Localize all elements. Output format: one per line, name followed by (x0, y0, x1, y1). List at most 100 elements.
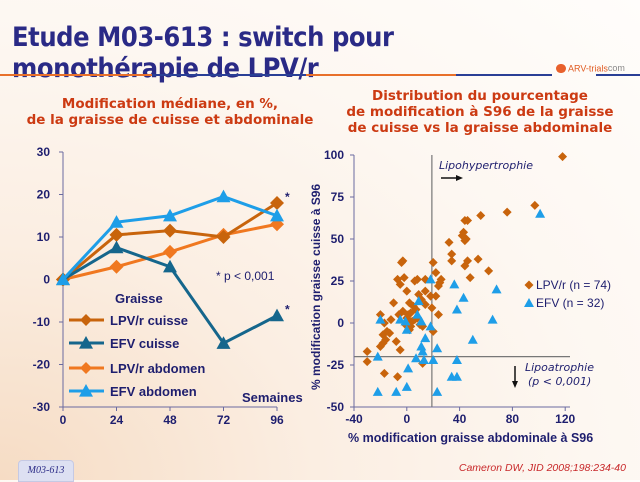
data-point (216, 189, 231, 203)
y-tick-label: 0 (337, 316, 344, 330)
study-badge: M03-613 (18, 460, 74, 482)
arv-trials-logo: ARV-trialscom (556, 63, 625, 74)
scatter-point (386, 315, 396, 325)
significance-star: * (285, 303, 290, 317)
scatter-point (558, 152, 568, 162)
scatter-point (491, 284, 502, 294)
scatter-point (436, 274, 446, 284)
x-tick-label: 72 (217, 413, 231, 427)
scatter-point (391, 386, 402, 396)
scatter-point (460, 236, 470, 246)
scatter-x-axis-label: % modification graisse abdominale à S96 (348, 431, 593, 445)
lipoatrophy-label: Lipoatrophie (525, 361, 594, 374)
scatter-point (372, 386, 383, 396)
x-tick-label: 0 (60, 413, 67, 427)
legend-label: LPV/r cuisse (110, 313, 188, 328)
data-point (163, 244, 177, 259)
data-point (270, 308, 284, 322)
data-point (109, 240, 124, 254)
line-chart-title-line-2: de la graisse de cuisse et abdominale (26, 112, 314, 128)
pill-icon (556, 64, 566, 74)
data-point (216, 230, 231, 244)
lipohypertrophy-label: Lipohypertrophie (439, 159, 533, 172)
scatter-point (484, 266, 494, 276)
series-lpv-r-cuisse: * (56, 190, 290, 287)
scatter-point (530, 200, 540, 210)
scatter-point (451, 304, 462, 314)
header-rule-blue-3 (596, 74, 640, 76)
y-tick-label: 25 (331, 274, 345, 288)
x-tick-label: 48 (163, 413, 177, 427)
scatter-point (362, 357, 372, 367)
scatter-point (412, 309, 423, 319)
scatter-point (401, 381, 412, 391)
y-tick-label: 100 (324, 148, 344, 162)
lipoatrophy-pvalue: (p < 0,001) (528, 375, 591, 388)
scatter-point (395, 314, 406, 324)
scatter-point (476, 210, 486, 220)
header-rule-blue-2 (456, 74, 552, 76)
legend-diamond-icon (80, 314, 92, 326)
scatter-title-line-1: Distribution du pourcentage (372, 88, 588, 104)
line-chart: 30 20 10 0 -10 -20 -30 0 24 48 72 96 * * Graisse LP… (33, 145, 303, 427)
scatter-point (420, 333, 431, 343)
legend-item: EFV cuisse (69, 336, 179, 351)
scatter-point (420, 300, 430, 310)
y-tick-label: -50 (327, 400, 345, 414)
scatter-point (447, 256, 457, 266)
data-point (109, 259, 124, 274)
scatter-point (402, 286, 412, 296)
y-tick-label: -30 (33, 400, 51, 414)
y-tick-label: 10 (37, 230, 51, 244)
scatter-point (535, 208, 546, 218)
citation: Cameron DW, JID 2008;198:234-40 (458, 462, 626, 474)
scatter-point (427, 303, 437, 313)
scatter-point (417, 346, 428, 356)
data-point (163, 223, 177, 238)
scatter-point (425, 321, 436, 331)
significance-note: * p < 0,001 (216, 269, 275, 283)
scatter-point (401, 324, 412, 334)
y-tick-label: -25 (327, 358, 345, 372)
legend-title: Graisse (115, 291, 163, 306)
scatter-point (379, 368, 389, 378)
scatter-point (458, 292, 469, 302)
y-tick-label: 20 (37, 188, 51, 202)
x-tick-label: 96 (270, 413, 284, 427)
series-efv-abdomen (56, 189, 284, 286)
scatter-point (385, 328, 395, 338)
y-tick-label: -20 (33, 358, 51, 372)
y-tick-label: 0 (43, 273, 50, 287)
scatter-point (410, 276, 420, 286)
scatter-point (425, 274, 436, 284)
legend-triangle-icon (524, 298, 534, 307)
scatter-point (451, 371, 462, 381)
scatter-title-line-2: de modification à S96 de la graisse (346, 104, 614, 120)
data-point (56, 272, 70, 286)
data-point (163, 259, 177, 273)
scatter-point (418, 354, 429, 364)
data-point (270, 208, 284, 222)
legend-label: EFV cuisse (110, 336, 179, 351)
scatter-series-lpv (362, 152, 568, 382)
scatter-point (389, 298, 399, 308)
scatter-point (375, 342, 385, 352)
header-rule-blue-1 (152, 74, 306, 76)
scatter-point (362, 347, 372, 357)
scatter-legend-label: EFV (n = 32) (536, 296, 604, 310)
scatter-point (399, 273, 409, 283)
scatter-point (473, 254, 483, 264)
data-point (163, 208, 177, 222)
y-tick-label: 75 (331, 190, 345, 204)
scatter-point (444, 237, 454, 247)
scatter-point (502, 207, 512, 217)
scatter-point (416, 341, 427, 351)
y-tick-label: -10 (33, 315, 51, 329)
scatter-legend-item: EFV (n = 32) (524, 296, 604, 310)
scatter-point (395, 345, 405, 355)
scatter-point (393, 372, 403, 382)
scatter-point (375, 314, 386, 324)
down-arrow-icon (512, 366, 518, 388)
header-rule-orange-1 (0, 74, 152, 76)
